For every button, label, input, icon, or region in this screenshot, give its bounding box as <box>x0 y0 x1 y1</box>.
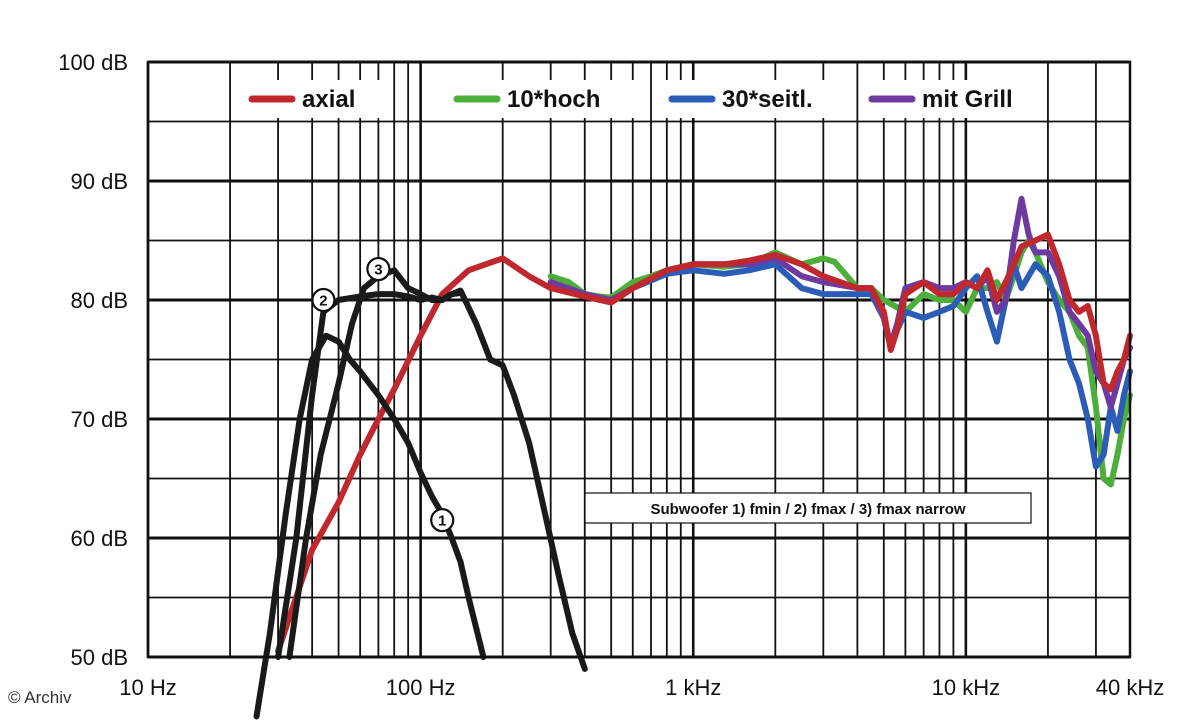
legend: axial 10*hoch 30*seitl. mit Grill <box>240 80 1040 118</box>
series-10-hoch <box>547 237 1133 488</box>
curve-marker-circle <box>430 508 455 533</box>
y-tick-label: 60 dB <box>71 526 129 551</box>
x-tick-label: 10 kHz <box>932 675 1000 700</box>
x-tick-label: 10 Hz <box>119 675 176 700</box>
curve-marker-label: 2 <box>319 293 327 310</box>
curve-marker-circle <box>366 256 391 282</box>
annotation-text: Subwoofer 1) fmin / 2) fmax / 3) fmax na… <box>650 501 965 518</box>
series-axial <box>275 231 1133 654</box>
series-1 <box>253 332 487 720</box>
annotation-background <box>584 492 1032 524</box>
legend-label: 10*hoch <box>507 86 600 113</box>
series-layer <box>253 195 1133 720</box>
y-tick-label: 80 dB <box>71 288 129 313</box>
y-tick-label: 90 dB <box>71 169 129 194</box>
series-30-seitl- <box>547 261 1133 470</box>
annotation-box: Subwoofer 1) fmin / 2) fmax / 3) fmax na… <box>584 492 1032 524</box>
x-axis-ticks: 10 Hz 100 Hz 1 kHz 10 kHz 40 kHz <box>119 675 1164 700</box>
series-2 <box>275 287 588 672</box>
curve-markers: 1 2 3 <box>311 256 455 533</box>
credit-label: © Archiv <box>8 688 72 707</box>
legend-label: axial <box>302 86 355 113</box>
x-tick-label: 40 kHz <box>1096 675 1164 700</box>
series-mit-grill <box>547 195 1133 411</box>
y-tick-label: 100 dB <box>58 50 128 75</box>
x-tick-label: 1 kHz <box>665 675 721 700</box>
legend-label: mit Grill <box>922 86 1013 113</box>
x-tick-label: 100 Hz <box>386 675 456 700</box>
series-3 <box>286 267 464 660</box>
curve-marker-label: 1 <box>438 513 446 530</box>
y-axis-ticks: 100 dB 90 dB 80 dB 70 dB 60 dB 50 dB <box>58 50 128 670</box>
curve-marker-circle <box>311 287 336 313</box>
plot-frame <box>146 60 1132 659</box>
curve-marker-label: 3 <box>374 262 382 279</box>
y-tick-label: 70 dB <box>71 407 129 432</box>
plot-border <box>146 60 1132 659</box>
grid <box>146 60 1131 659</box>
legend-label: 30*seitl. <box>722 86 813 113</box>
y-tick-label: 50 dB <box>71 645 129 670</box>
